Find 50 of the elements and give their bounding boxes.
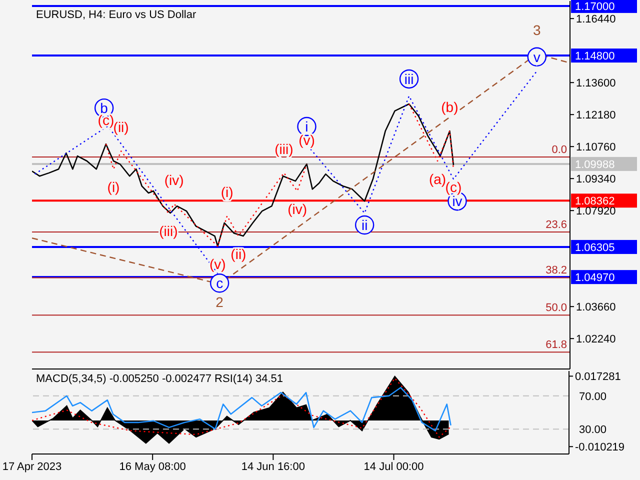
ref-line-label: 1.09988 — [575, 158, 615, 171]
x-tick-label: 17 Apr 2023 — [2, 460, 62, 473]
annotation: (b) — [441, 99, 458, 116]
annotation: i — [305, 118, 308, 135]
y-tick-label: 1.02240 — [576, 333, 616, 346]
y-tick-label: -0.010219 — [575, 442, 625, 454]
annotation: 61.8 — [546, 339, 567, 352]
annotation: 2 — [216, 294, 224, 310]
annotation: (c) — [445, 179, 462, 196]
ref-line-label: 1.08362 — [575, 196, 615, 208]
annotation: (v) — [210, 256, 226, 272]
x-tick-label: 14 Jun 16:00 — [241, 460, 305, 473]
y-tick-label: 1.12180 — [576, 109, 616, 122]
ref-line-label: 1.14800 — [575, 50, 615, 63]
text: EURUSD, H4: Euro vs US Dollar — [36, 9, 196, 21]
ref-line-label: 1.06305 — [575, 242, 615, 254]
annotation: (iv) — [164, 172, 184, 188]
chart-title: MACD(5,34,5) -0.005250 -0.002477 RSI(14) 34.51 — [36, 373, 284, 385]
annotation: iii — [404, 70, 414, 87]
annotation: (a) — [428, 171, 446, 187]
y-tick-label: 1.10760 — [576, 141, 616, 154]
annotation: v — [533, 48, 540, 65]
annotation: 0.0 — [552, 144, 567, 156]
ref-line-label: 1.17000 — [575, 0, 615, 13]
y2-tick-label: 30.00 — [579, 424, 607, 436]
y-tick-label: 1.16440 — [576, 13, 616, 26]
annotation: 23.6 — [546, 218, 567, 231]
x-tick-label: 16 May 08:00 — [119, 460, 186, 473]
annotation: (iv) — [288, 200, 308, 217]
annotation: (ii) — [230, 246, 246, 262]
annotation: (i) — [107, 179, 120, 196]
y-tick-label: 1.09340 — [576, 173, 616, 186]
y-tick-label: 1.03660 — [576, 301, 616, 314]
annotation: (c) — [98, 112, 114, 128]
annotation: ii — [361, 217, 368, 233]
y-tick-label: 1.13600 — [576, 77, 616, 90]
annotation: 50.0 — [546, 302, 567, 314]
line-series — [32, 386, 452, 432]
y-tick-label: 0.017281 — [575, 371, 621, 384]
annotation: (v) — [298, 132, 315, 148]
y2-tick-label: 70.00 — [579, 390, 607, 403]
y-tick-label: 1.07920 — [576, 205, 616, 218]
annotation: (ii) — [113, 119, 129, 136]
annotation: 3 — [532, 22, 541, 38]
x-tick-label: 14 Jul 00:00 — [364, 460, 424, 473]
annotation: (iii) — [274, 140, 294, 157]
annotation: c — [216, 275, 224, 292]
ref-line-label: 1.04970 — [575, 272, 615, 284]
annotation: 38.2 — [546, 264, 567, 277]
annotation: (i) — [220, 184, 234, 200]
